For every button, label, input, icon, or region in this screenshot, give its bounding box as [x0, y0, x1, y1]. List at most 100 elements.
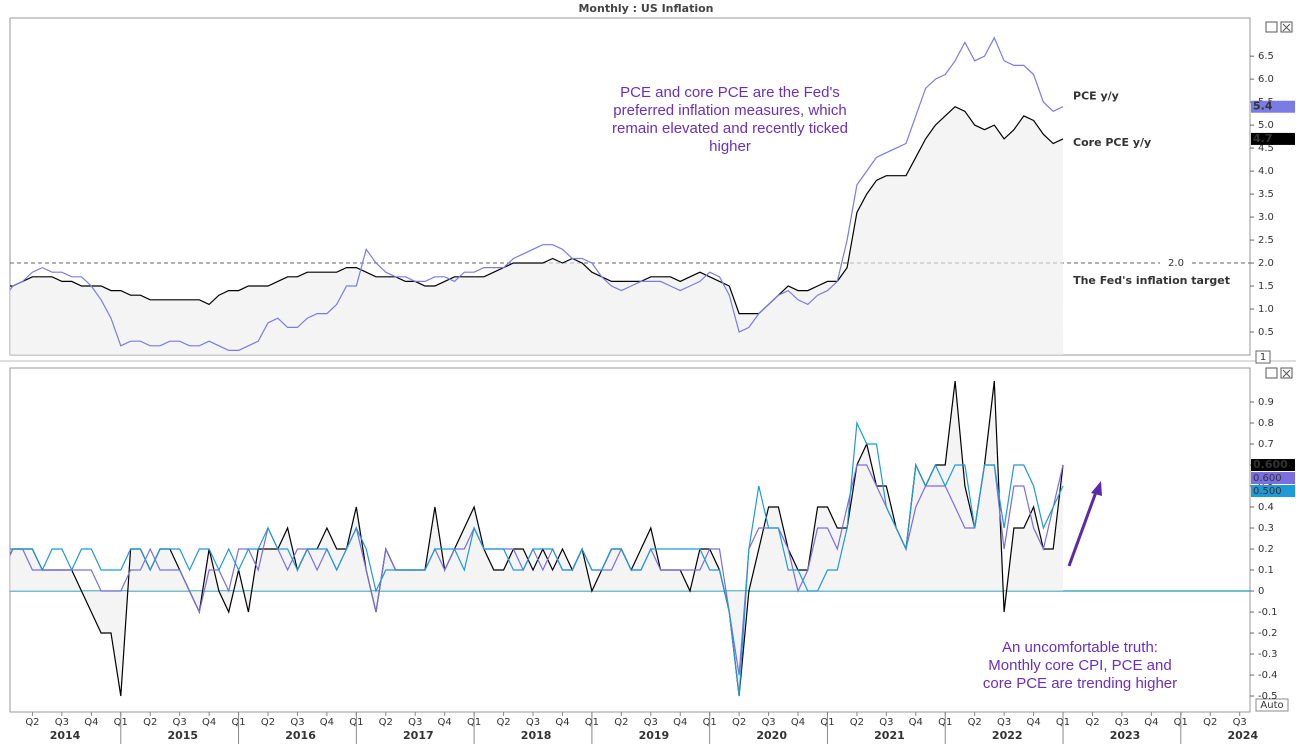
x-tick-label: Q2 [379, 717, 393, 728]
y-tick-label: 1.5 [1258, 281, 1274, 292]
x-tick-label: Q3 [879, 717, 893, 728]
y-tick-label: 0 [1258, 586, 1264, 597]
x-tick-label: Q2 [1203, 717, 1217, 728]
trend-arrow [1067, 481, 1102, 567]
x-tick-label: Q3 [644, 717, 658, 728]
x-tick-label: Q3 [1115, 717, 1129, 728]
y-tick-label: 0.4 [1258, 502, 1274, 513]
x-tick-label: Q3 [408, 717, 422, 728]
annotation: An uncomfortable truth: [1002, 639, 1158, 656]
value-tag [1251, 100, 1295, 113]
x-tick-label: Q2 [261, 717, 275, 728]
value-tag-label: 0.500 [1253, 486, 1282, 497]
plot [10, 380, 1250, 697]
arrow-shaft [1067, 491, 1098, 567]
x-tick-label: Q4 [791, 717, 805, 728]
target-label: The Fed's inflation target [1073, 274, 1230, 287]
y-tick-label: 0.8 [1258, 418, 1274, 429]
y-tick-label: 0.5 [1258, 327, 1274, 338]
y-tick-label: 2.0 [1258, 258, 1274, 269]
annotation: Monthly core CPI, PCE and [988, 657, 1171, 674]
y-tick-label: 0.2 [1258, 544, 1274, 555]
x-tick-label: Q4 [673, 717, 687, 728]
value-tag-label: 0.600 [1253, 473, 1282, 484]
x-tick-label: Q2 [732, 717, 746, 728]
y-tick-label: -0.2 [1258, 628, 1278, 639]
line [10, 105, 1064, 315]
x-tick-label: Q4 [202, 717, 216, 728]
value-tag [1251, 132, 1295, 145]
x-tick-label: Q2 [968, 717, 982, 728]
panel-index: 1 [1260, 352, 1266, 363]
y-tick-label: 0.3 [1258, 523, 1274, 534]
panel-buttons[interactable] [1265, 21, 1293, 379]
area [10, 106, 1064, 355]
annotation: core PCE are trending higher [983, 675, 1177, 692]
bottom-panel [9, 367, 1251, 713]
value-tag [1251, 459, 1295, 472]
x-tick-label: Q3 [1233, 717, 1247, 728]
year-label: 2016 [285, 729, 316, 742]
minimize-button[interactable] [1265, 21, 1278, 33]
y-tick-label: -0.4 [1258, 670, 1278, 681]
year-label: 2017 [403, 729, 434, 742]
x-tick-label: Q4 [1026, 717, 1040, 728]
year-label: 2014 [50, 729, 81, 742]
x-tick-label: Q2 [614, 717, 628, 728]
x-tick-label: Q4 [909, 717, 923, 728]
year-label: 2019 [639, 729, 670, 742]
target-value-label: 2.0 [1168, 258, 1184, 269]
y-tick-label: 4.5 [1258, 143, 1274, 154]
annotation: PCE and core PCE are the Fed's [620, 84, 840, 101]
y-tick-label: 3.0 [1258, 212, 1274, 223]
panel-index-box [1255, 350, 1271, 364]
x-tick-label: Q4 [1144, 717, 1158, 728]
x-tick-label: Q3 [290, 717, 304, 728]
value-tag-label: 4.7 [1253, 132, 1273, 145]
x-tick-label: Q4 [84, 717, 98, 728]
year-label: 2018 [521, 729, 552, 742]
arrow-head [1091, 481, 1102, 496]
y-tick-label: -0.5 [1258, 691, 1278, 702]
y-tick-label: 0.9 [1258, 397, 1274, 408]
y-tick-label: -0.1 [1258, 607, 1278, 618]
minimize-button[interactable] [1265, 367, 1278, 379]
x-tick-label: Q2 [143, 717, 157, 728]
x-tick-label: Q3 [761, 717, 775, 728]
x-tick-label: Q2 [25, 717, 39, 728]
year-label: 2015 [167, 729, 198, 742]
auto-button[interactable] [1255, 698, 1289, 712]
x-tick-label: Q2 [496, 717, 510, 728]
y-tick-label: 2.5 [1258, 235, 1274, 246]
y-tick-label: 1.0 [1258, 304, 1274, 315]
value-tag-label: 0.600 [1253, 458, 1288, 471]
x-tick-label: Q4 [438, 717, 452, 728]
x-tick-label: Q4 [555, 717, 569, 728]
y-tick-label: 6.0 [1258, 74, 1274, 85]
annotation: preferred inflation measures, which [613, 102, 846, 119]
year-label: 2022 [992, 729, 1023, 742]
chart-title: Monthly : US Inflation [578, 2, 713, 15]
y-tick-label: 3.5 [1258, 189, 1274, 200]
value-tag [1251, 472, 1295, 485]
x-tick-label: Q2 [850, 717, 864, 728]
series-label: Core PCE y/y [1073, 136, 1151, 149]
y-tick-label: 0.7 [1258, 439, 1274, 450]
year-label: 2020 [756, 729, 787, 742]
x-tick-label: Q3 [173, 717, 187, 728]
annotation: remain elevated and recently ticked [612, 120, 848, 137]
y-tick-label: -0.3 [1258, 649, 1278, 660]
x-tick-label: Q2 [1085, 717, 1099, 728]
x-tick-label: Q3 [526, 717, 540, 728]
series-label: PCE y/y [1073, 90, 1119, 103]
x-tick-label: Q4 [320, 717, 334, 728]
x-tick-label: Q3 [55, 717, 69, 728]
year-label: 2021 [874, 729, 905, 742]
plot [10, 36, 1250, 355]
y-tick-label: 0.1 [1258, 565, 1274, 576]
annotation: higher [709, 138, 751, 155]
year-label: 2024 [1227, 729, 1258, 742]
y-tick-label: 4.0 [1258, 166, 1274, 177]
